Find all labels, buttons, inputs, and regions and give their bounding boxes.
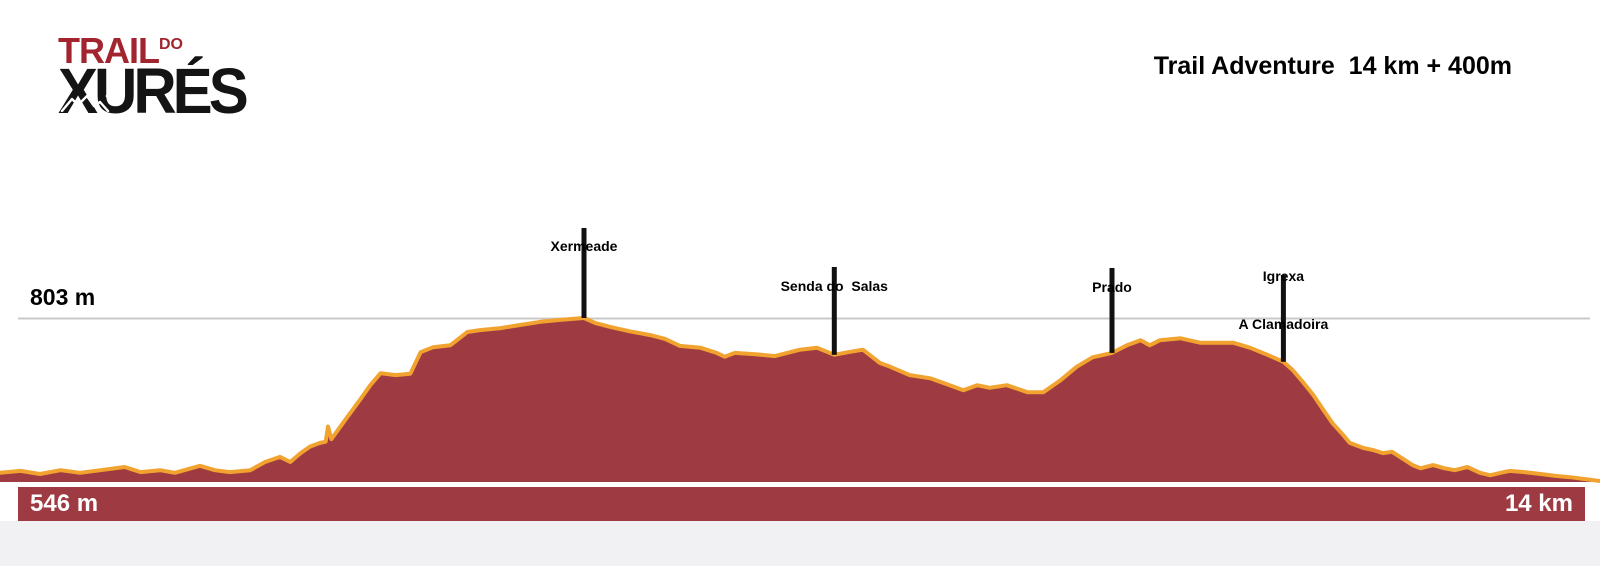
marker-line-senda-do-salas — [831, 267, 837, 355]
marker-label-prado: Prado — [1092, 247, 1132, 359]
marker-line-igrexa-a-clamadoira — [1280, 275, 1286, 362]
max-elevation-label: 803 m — [30, 284, 96, 310]
marker-line-prado — [1109, 268, 1115, 353]
marker-label-line: A Clamadoira — [1238, 316, 1329, 332]
logo-trail-word: TRAIL — [58, 30, 160, 71]
total-distance-label: 14 km — [1504, 490, 1573, 517]
elevation-area — [0, 318, 1600, 482]
marker-label-line: Igrexa — [1262, 268, 1305, 284]
logo-do-superscript: DO — [158, 36, 183, 53]
logo-trail-text: TRAILDO — [58, 28, 318, 71]
marker-label-line: Xermeade — [550, 238, 618, 254]
marker-label-xermeade: Xermeade — [551, 206, 618, 318]
distance-band: 546 m 14 km — [18, 487, 1585, 521]
min-elevation-label: 546 m — [30, 490, 99, 517]
marker-label-line: Senda do Salas — [780, 278, 888, 294]
logo-xures-text: XURÉS — [58, 55, 249, 127]
mountains-icon — [60, 94, 110, 112]
trail-do-xures-logo: TRAILDO XURÉS — [58, 28, 318, 127]
elevation-line — [0, 316, 1600, 483]
marker-line-xermeade — [581, 228, 587, 318]
footer-strip — [0, 521, 1600, 566]
race-title: Trail Adventure 14 km + 400m — [1153, 52, 1512, 80]
marker-label-igrexa-a-clamadoira: Igrexa A Clamadoira — [1239, 236, 1329, 364]
marker-label-senda-do-salas: Senda do Salas — [781, 246, 888, 358]
marker-label-line: Prado — [1092, 279, 1132, 295]
runner-icon — [105, 72, 125, 104]
